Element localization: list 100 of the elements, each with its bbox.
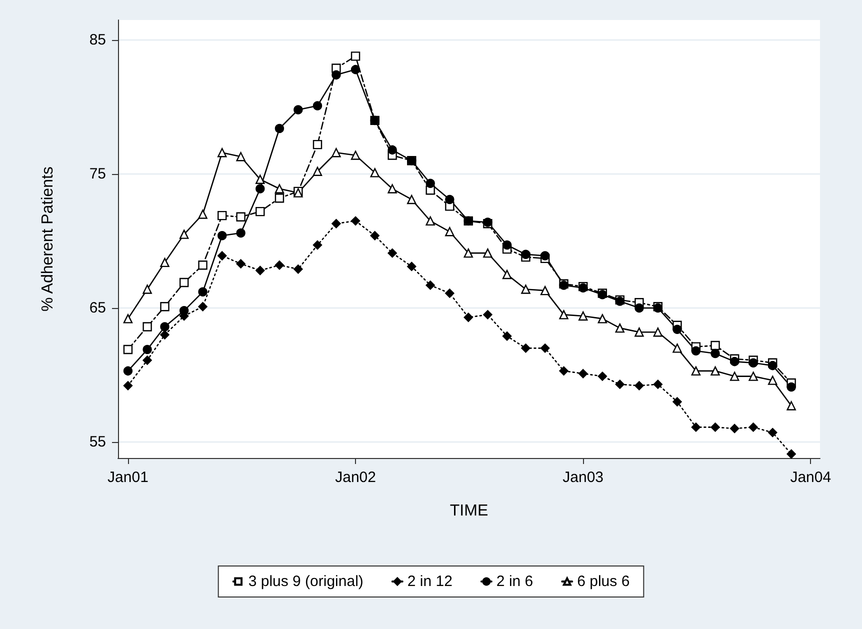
point [691, 346, 701, 356]
point [483, 248, 492, 258]
point [388, 145, 397, 155]
point [426, 178, 435, 188]
point [142, 344, 152, 354]
point [445, 227, 454, 236]
point [274, 124, 284, 134]
point [332, 148, 341, 158]
point [710, 348, 720, 358]
point [521, 344, 530, 353]
point [123, 314, 133, 324]
point [236, 228, 246, 238]
x-tick-label: Jan01 [108, 469, 148, 486]
point [218, 210, 227, 220]
y-tick-label: 75 [89, 166, 106, 183]
point [388, 248, 397, 258]
x-tick-label: Jan02 [335, 469, 376, 486]
point [464, 248, 473, 258]
point [218, 231, 227, 240]
y-tick-label: 85 [89, 32, 106, 49]
point [559, 366, 568, 376]
point [502, 240, 512, 250]
point [236, 259, 246, 268]
point [218, 148, 227, 158]
point [710, 366, 720, 376]
point [123, 366, 133, 376]
point [615, 380, 624, 389]
point [350, 64, 360, 74]
point [294, 105, 303, 114]
point [123, 381, 133, 390]
point [332, 218, 341, 228]
point [710, 340, 720, 350]
point [768, 360, 778, 370]
point [730, 372, 740, 381]
point [274, 184, 284, 194]
point [256, 174, 265, 184]
point [198, 260, 208, 270]
legend-label: 2 in 6 [496, 573, 534, 590]
point [786, 449, 796, 459]
point [312, 140, 322, 150]
point [578, 369, 588, 378]
point [236, 212, 246, 222]
point [672, 344, 682, 353]
legend-label: 3 plus 9 (original) [248, 573, 364, 590]
point [370, 168, 380, 178]
point [388, 184, 397, 194]
point [786, 382, 796, 392]
point [502, 270, 512, 280]
point [748, 372, 758, 381]
point [198, 210, 208, 219]
point [691, 422, 701, 432]
point [502, 332, 512, 341]
point [350, 150, 360, 160]
point [672, 397, 682, 406]
point [464, 312, 473, 322]
point [407, 194, 416, 204]
x-axis-title: TIME [450, 502, 488, 520]
point [274, 260, 284, 270]
point [730, 424, 740, 434]
point [540, 286, 550, 296]
point [634, 303, 644, 313]
point [426, 280, 435, 290]
point [748, 358, 758, 368]
point [445, 194, 454, 204]
point [748, 422, 758, 432]
point [160, 322, 170, 332]
point [786, 401, 796, 410]
point [312, 101, 322, 110]
point [179, 278, 189, 288]
point [445, 288, 454, 298]
point [294, 264, 303, 274]
point [218, 251, 227, 260]
point [540, 251, 550, 260]
point [653, 327, 663, 337]
point [198, 302, 208, 312]
point [634, 327, 644, 337]
point [256, 206, 265, 216]
point [160, 302, 170, 312]
point [370, 231, 380, 240]
point [274, 194, 284, 203]
point [598, 372, 608, 381]
point [198, 287, 208, 297]
point [730, 356, 740, 366]
y-tick-label: 65 [89, 299, 106, 316]
y-tick-label: 55 [89, 433, 106, 450]
point [160, 330, 170, 340]
point [350, 216, 360, 226]
point [142, 284, 152, 294]
legend-label: 2 in 12 [407, 573, 452, 590]
point [142, 356, 152, 365]
point [672, 324, 682, 334]
point [559, 310, 568, 320]
point [426, 216, 435, 226]
legend-label: 6 plus 6 [577, 573, 630, 590]
point [653, 380, 663, 389]
point [407, 262, 416, 272]
point [691, 366, 701, 376]
point [483, 310, 492, 320]
point [179, 306, 189, 316]
point [123, 344, 133, 354]
